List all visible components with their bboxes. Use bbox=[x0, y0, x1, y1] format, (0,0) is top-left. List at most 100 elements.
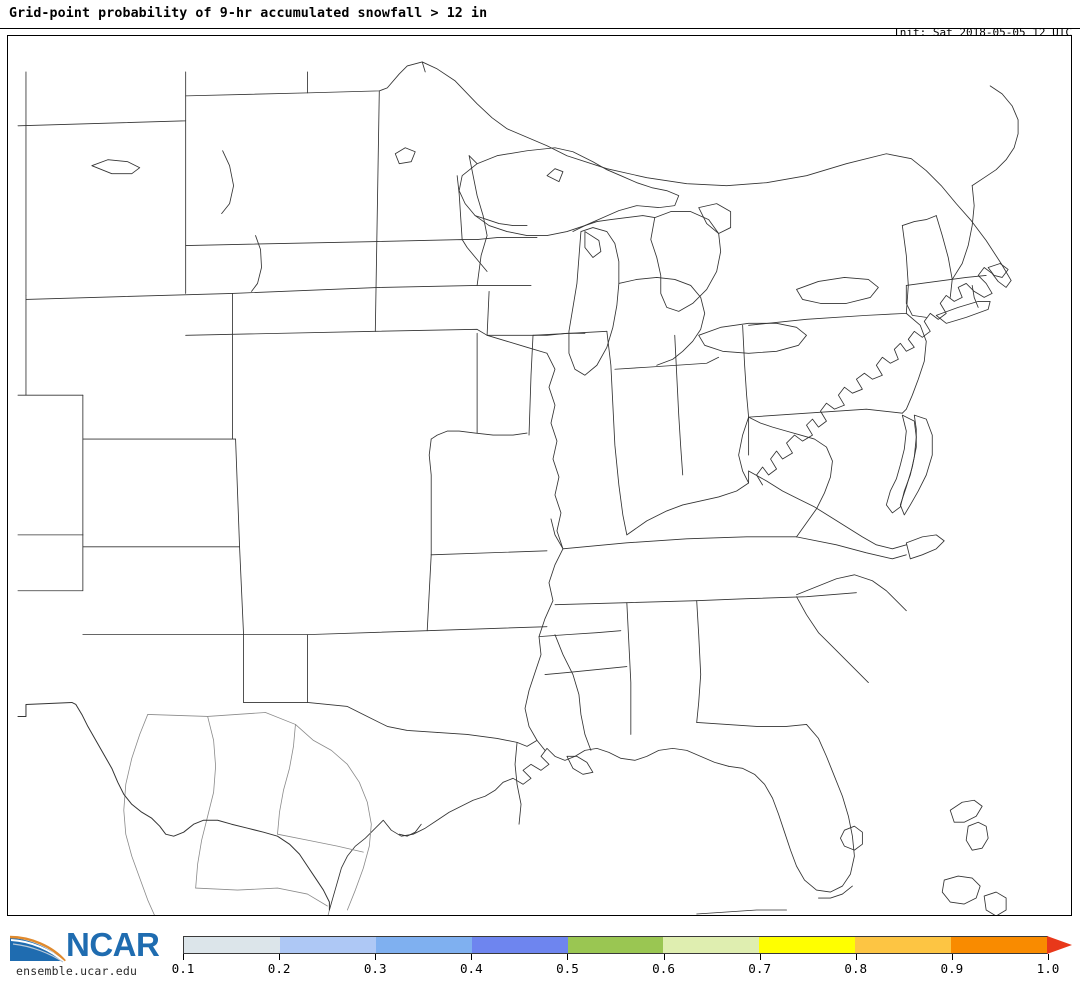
state-border-ri bbox=[971, 285, 979, 308]
state-border-v6 bbox=[17, 534, 84, 592]
state-border-v22 bbox=[426, 554, 432, 632]
state-border-m7 bbox=[468, 155, 488, 286]
lake-erie bbox=[698, 322, 807, 354]
ncar-logo[interactable]: NCAR ensemble.ucar.edu bbox=[8, 928, 176, 980]
colorbar-tick-label-0.1: 0.1 bbox=[171, 961, 195, 976]
lake-of-the-woods bbox=[394, 147, 416, 165]
mexico-state-borders-4 bbox=[277, 724, 296, 835]
state-border-m5 bbox=[430, 430, 528, 440]
outer-banks bbox=[905, 534, 945, 560]
colorbar-tick-label-0.4: 0.4 bbox=[459, 961, 483, 976]
island-bahamas-3 bbox=[941, 875, 981, 905]
border-canada-provinces-3 bbox=[421, 61, 426, 73]
island-bahamas-2 bbox=[965, 821, 989, 851]
cape-cod bbox=[987, 263, 1009, 278]
state-border-va-nc bbox=[796, 536, 907, 560]
state-border-v21 bbox=[307, 630, 428, 636]
page-title: Grid-point probability of 9-hr accumulat… bbox=[9, 6, 488, 21]
state-border-oh-pa bbox=[742, 324, 750, 418]
state-border-al-ga bbox=[696, 600, 702, 723]
colorbar-band-8 bbox=[855, 937, 952, 953]
state-border-m13 bbox=[456, 175, 463, 240]
state-border-m1 bbox=[374, 328, 548, 354]
colorbar-band-7 bbox=[759, 937, 856, 953]
florida-peninsula bbox=[728, 724, 855, 893]
colorbar-tick-mark bbox=[375, 954, 377, 960]
state-border-v17 bbox=[374, 90, 380, 332]
state-border-m3 bbox=[378, 285, 478, 288]
state-border-mi-lower bbox=[618, 277, 706, 366]
state-border-m6 bbox=[426, 626, 548, 632]
ncar-swoosh-icon bbox=[9, 935, 66, 963]
mexico-state-borders-3 bbox=[195, 716, 217, 889]
plot-footer: NCAR ensemble.ucar.edu 0.1 0.2 0.3 0.4 0.5 0.… bbox=[0, 917, 1080, 985]
colorbar-tick-label-0.9: 0.9 bbox=[940, 961, 964, 976]
state-border-nc-sc bbox=[796, 574, 907, 612]
mexico-state-borders-6 bbox=[277, 833, 364, 853]
state-border-il-ky bbox=[550, 518, 564, 550]
lake-ontario bbox=[796, 277, 879, 304]
colorbar[interactable]: 0.1 0.2 0.3 0.4 0.5 0.6 0.7 0.8 0.9 1.0 bbox=[172, 936, 1072, 984]
coastline-gulf bbox=[328, 747, 730, 911]
state-border-mn-ia bbox=[461, 237, 538, 240]
state-border-ms-al bbox=[626, 602, 632, 735]
state-border-tn-ms-al bbox=[554, 592, 857, 606]
colorbar-band-3 bbox=[375, 937, 472, 953]
small-lake-nw bbox=[91, 159, 141, 175]
state-border-v20 bbox=[243, 634, 308, 703]
state-border-mississippi bbox=[524, 352, 564, 751]
state-border-va-wv bbox=[748, 416, 833, 538]
island-bahamas-4 bbox=[983, 891, 1007, 915]
state-border-la-tx bbox=[514, 741, 522, 825]
state-border-me-canada bbox=[971, 85, 1019, 187]
border-usa-mexico bbox=[17, 701, 330, 911]
colorbar-tick-mark bbox=[471, 954, 473, 960]
colorbar-tick-mark bbox=[1048, 954, 1049, 960]
state-border-ky-oh bbox=[626, 470, 750, 536]
mexico-state-borders-2 bbox=[123, 714, 155, 915]
colorbar-ticks: 0.1 0.2 0.3 0.4 0.5 0.6 0.7 0.8 0.9 1.0 bbox=[172, 954, 1059, 982]
colorbar-bands[interactable] bbox=[183, 936, 1048, 954]
colorbar-tick-mark bbox=[183, 954, 184, 960]
state-border-mi-in-oh bbox=[614, 356, 720, 370]
border-canada-us bbox=[17, 61, 1012, 281]
state-border-tx-ok-ar bbox=[436, 731, 538, 747]
map-panel[interactable] bbox=[7, 35, 1072, 916]
state-border-wi-il bbox=[532, 332, 586, 336]
long-island bbox=[935, 300, 991, 324]
lake-manitoba bbox=[251, 235, 262, 292]
state-border-nj bbox=[901, 312, 927, 414]
lake-superior bbox=[458, 147, 680, 236]
state-border-ct-ny bbox=[905, 285, 927, 318]
mexico-state-borders-5 bbox=[195, 887, 328, 907]
state-border-pa-md bbox=[748, 408, 903, 418]
colorbar-tick-mark bbox=[663, 954, 665, 960]
state-border-in-oh bbox=[674, 334, 684, 476]
colorbar-tick-label-0.3: 0.3 bbox=[363, 961, 387, 976]
colorbar-band-9 bbox=[951, 937, 1048, 953]
colorbar-overflow-arrow bbox=[1047, 936, 1072, 954]
colorbar-band-2 bbox=[279, 937, 376, 953]
state-border-wi-mi bbox=[474, 215, 528, 226]
state-border-mi-up bbox=[572, 215, 656, 232]
state-border-ky-tn bbox=[562, 536, 797, 550]
state-border-m11 bbox=[528, 334, 534, 436]
lake-okeechobee bbox=[840, 825, 863, 851]
colorbar-tick-label-0.6: 0.6 bbox=[652, 961, 675, 976]
state-border-m2 bbox=[376, 239, 488, 272]
lake-winnipeg-strip bbox=[221, 150, 234, 215]
state-border-sc-ga bbox=[796, 596, 869, 683]
ensemble-url-label[interactable]: ensemble.ucar.edu bbox=[16, 964, 138, 978]
georgian-bay bbox=[698, 203, 732, 234]
green-bay bbox=[584, 231, 602, 258]
state-border-ma-ct-ri bbox=[905, 275, 987, 286]
state-border-v7 bbox=[25, 292, 234, 300]
state-border-m4 bbox=[430, 550, 548, 556]
colorbar-tick-label-0.8: 0.8 bbox=[844, 961, 868, 976]
colorbar-band-4 bbox=[471, 937, 568, 953]
state-border-ny-ne bbox=[901, 225, 909, 314]
lake-michigan bbox=[568, 227, 620, 376]
island-bahamas-1 bbox=[949, 799, 983, 823]
basemap-svg bbox=[17, 61, 1019, 915]
state-border-v19 bbox=[232, 287, 380, 294]
